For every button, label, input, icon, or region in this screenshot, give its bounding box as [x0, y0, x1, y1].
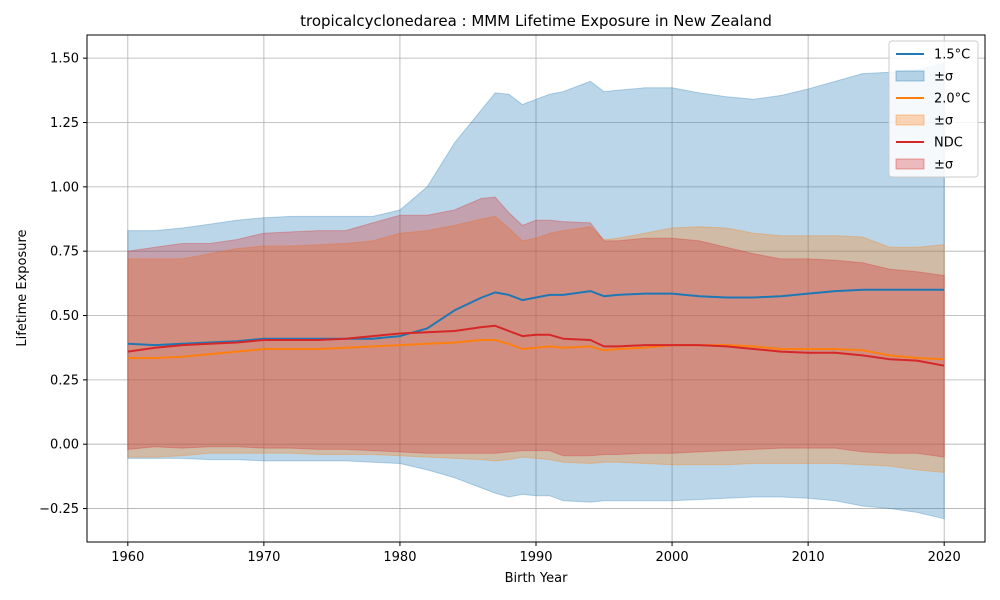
y-tick-label: 0.75: [50, 245, 79, 260]
y-axis-ticks: −0.25 0.00 0.25 0.50 0.75 1.00 1.25 1.50: [39, 52, 87, 517]
y-tick-label: 1.50: [50, 52, 79, 67]
mean-lines: [127, 288, 945, 367]
band-2-0-c: [127, 215, 945, 474]
x-tick-label: 1960: [111, 550, 144, 565]
line-2-0-c: [127, 339, 945, 361]
gridlines: [87, 35, 985, 542]
x-axis-label: Birth Year: [505, 571, 569, 586]
y-tick-label: 0.00: [50, 438, 79, 453]
x-axis-ticks: 1960 1970 1980 1990 2000 2010 2020: [111, 542, 961, 565]
legend-band-label: ±σ: [934, 114, 953, 129]
y-tick-label: 0.25: [50, 373, 79, 388]
x-tick-label: 1990: [519, 550, 552, 565]
band-ndc: [127, 196, 945, 458]
legend-band-swatch: [895, 70, 925, 82]
legend: 1.5°C ±σ 2.0°C ±σ NDC ±σ: [888, 40, 979, 178]
legend-band-swatch: [895, 114, 925, 126]
y-tick-label: 1.00: [50, 180, 79, 195]
chart-title: tropicalcyclonedarea : MMM Lifetime Expo…: [300, 12, 772, 30]
line-1-5-c: [127, 288, 945, 347]
legend-band-label: ±σ: [934, 70, 953, 85]
std-bands: [127, 62, 945, 520]
legend-label: 2.0°C: [934, 92, 970, 107]
y-tick-label: 0.50: [50, 309, 79, 324]
y-axis-label: Lifetime Exposure: [15, 229, 30, 346]
x-tick-label: 2020: [928, 550, 961, 565]
x-tick-label: 1980: [383, 550, 416, 565]
legend-label: NDC: [934, 136, 963, 151]
x-tick-label: 2010: [792, 550, 825, 565]
legend-band-swatch: [895, 158, 925, 170]
x-tick-label: 2000: [656, 550, 689, 565]
y-tick-label: −0.25: [39, 502, 79, 517]
x-tick-label: 1970: [247, 550, 280, 565]
legend-label: 1.5°C: [934, 48, 970, 63]
y-tick-label: 1.25: [50, 116, 79, 131]
band-1-5-c: [127, 62, 945, 520]
line-ndc: [127, 324, 945, 367]
legend-band-label: ±σ: [934, 158, 953, 173]
